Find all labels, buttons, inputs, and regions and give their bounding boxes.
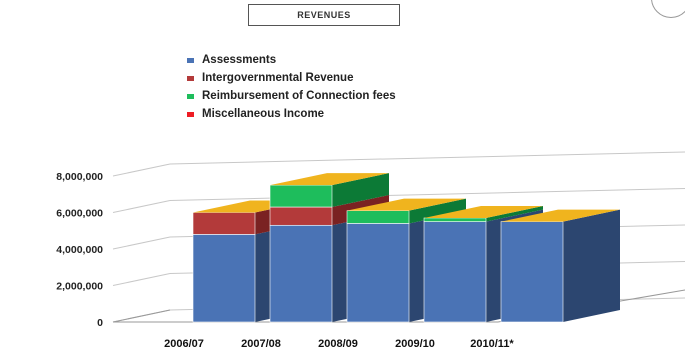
bar-segment (423, 221, 487, 323)
gridline-depth (112, 163, 171, 177)
bar-side (486, 205, 543, 222)
bar-segment (423, 217, 487, 222)
y-tick-label: 0 (97, 317, 103, 329)
bar-segment (192, 212, 256, 235)
bar-segment (269, 184, 333, 208)
legend-swatch (187, 111, 194, 117)
legend-label: Reimbursement of Connection fees (202, 90, 396, 102)
y-tick-label: 6,000,000 (56, 208, 103, 220)
legend-item-intergovernmental: Intergovernmental Revenue (187, 69, 396, 87)
y-tick-label: 4,000,000 (56, 244, 103, 256)
bar-side (332, 173, 389, 208)
bar-top (270, 173, 389, 186)
bar-segment (192, 234, 256, 323)
floor-edge (112, 309, 171, 323)
legend-swatch (187, 93, 194, 99)
bar-top (424, 205, 543, 218)
x-tick-label: 2009/10 (395, 338, 435, 350)
gridline (169, 151, 685, 165)
bar-segment (346, 210, 410, 224)
legend-swatch (187, 57, 194, 63)
gridline-depth (112, 236, 171, 250)
gridline (169, 188, 685, 201)
legend-item-reimbursement: Reimbursement of Connection fees (187, 87, 396, 105)
gridline-depth (112, 200, 171, 213)
legend: Assessments Intergovernmental Revenue Re… (187, 51, 396, 123)
y-tick-label: 2,000,000 (56, 281, 103, 293)
gridline-depth (112, 273, 171, 286)
bar-segment (346, 223, 410, 323)
x-tick-label: 2010/11* (470, 338, 514, 350)
x-tick-label: 2007/08 (241, 338, 281, 350)
bar-top (501, 209, 620, 222)
bar-top (347, 198, 466, 211)
y-tick-label: 8,000,000 (56, 171, 103, 183)
x-tick-label: 2006/07 (164, 338, 204, 350)
legend-label: Intergovernmental Revenue (202, 72, 354, 84)
bar-segment (500, 221, 564, 323)
bar-segment (269, 206, 333, 226)
legend-swatch (187, 75, 194, 81)
legend-label: Assessments (202, 54, 277, 66)
legend-item-miscellaneous: Miscellaneous Income (187, 105, 396, 123)
bar-segment (269, 224, 333, 323)
legend-item-assessments: Assessments (187, 51, 396, 69)
chart-title: REVENUES (248, 4, 400, 26)
x-tick-label: 2008/09 (318, 338, 358, 350)
bar-side (409, 198, 466, 224)
bar-side (563, 209, 620, 322)
legend-label: Miscellaneous Income (202, 108, 325, 120)
